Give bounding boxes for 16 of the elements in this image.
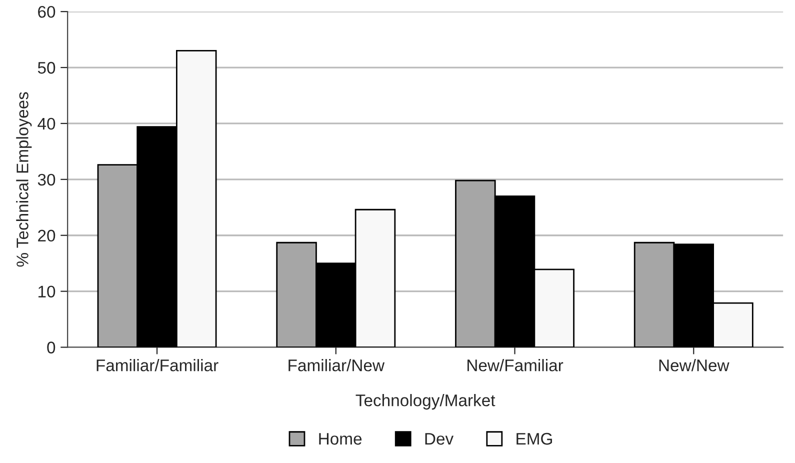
legend-label: Dev bbox=[425, 433, 454, 445]
legend-label: Home bbox=[319, 433, 362, 445]
y-tick-label: 0 bbox=[47, 342, 56, 354]
y-tick-label: 50 bbox=[38, 62, 56, 74]
x-tick-label: Familiar/New bbox=[288, 359, 385, 372]
y-tick-label: 30 bbox=[38, 174, 56, 186]
y-tick-label: 60 bbox=[38, 6, 56, 18]
y-tick-label: 10 bbox=[38, 286, 56, 298]
x-tick-label: New/New bbox=[659, 359, 730, 372]
y-axis-title: % Technical Employees bbox=[16, 92, 32, 267]
x-tick-label: Familiar/Familiar bbox=[96, 359, 218, 372]
y-tick-label: 20 bbox=[38, 230, 56, 242]
legend-label: EMG bbox=[516, 432, 552, 445]
x-axis-title: Technology/Market bbox=[356, 394, 496, 410]
y-tick-label: 40 bbox=[38, 118, 56, 130]
x-tick-label: New/Familiar bbox=[468, 359, 564, 372]
